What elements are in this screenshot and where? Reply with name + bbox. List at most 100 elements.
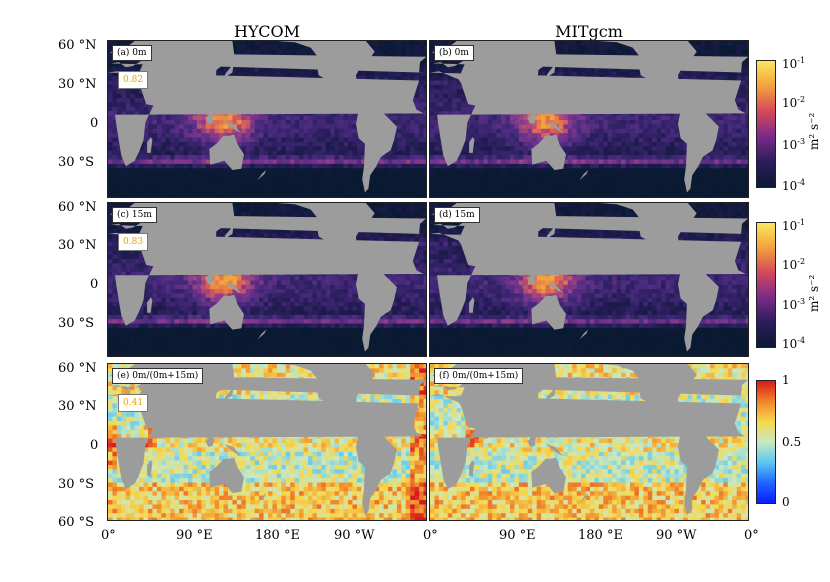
field-cell [727, 115, 733, 121]
field-cell [678, 181, 684, 187]
field-cell [268, 49, 274, 55]
field-cell [661, 163, 667, 169]
field-cell [321, 120, 327, 125]
field-cell [401, 177, 407, 183]
field-cell [461, 98, 467, 104]
field-cell [405, 49, 411, 55]
field-cell [661, 177, 667, 183]
field-cell [536, 172, 542, 178]
field-cell [727, 133, 733, 139]
field-cell [294, 177, 300, 183]
field-cell [343, 146, 349, 152]
field-cell [254, 71, 260, 77]
field-cell [254, 115, 260, 121]
field-cell [732, 41, 738, 46]
field-cell [281, 137, 287, 143]
field-cell [736, 45, 742, 51]
field-cell [661, 128, 667, 134]
field-cell [423, 194, 426, 197]
field-cell [674, 168, 680, 174]
field-cell [665, 150, 671, 156]
field-cell [294, 181, 300, 187]
field-cell [470, 181, 476, 187]
field-cell [339, 159, 345, 165]
field-cell [352, 190, 358, 196]
field-cell [161, 141, 167, 147]
field-cell [325, 177, 331, 183]
field-cell [554, 181, 560, 187]
field-cell [170, 141, 176, 147]
field-cell [219, 185, 225, 191]
field-cell [496, 163, 502, 169]
field-cell [736, 115, 742, 121]
field-cell [461, 150, 467, 156]
field-cell [343, 141, 349, 147]
field-cell [201, 185, 207, 191]
field-cell [434, 115, 440, 121]
field-cell [210, 168, 216, 174]
field-cell [607, 150, 613, 156]
field-cell [148, 163, 154, 169]
field-cell [670, 150, 676, 156]
field-cell [401, 137, 407, 143]
field-cell [259, 115, 265, 121]
field-cell [276, 124, 282, 130]
field-cell [383, 181, 389, 187]
field-cell [419, 190, 425, 196]
field-cell [174, 172, 180, 178]
field-cell [125, 106, 131, 112]
field-cell [383, 76, 389, 82]
field-cell [401, 146, 407, 152]
field-cell [396, 133, 402, 139]
field-cell [470, 133, 476, 139]
field-cell [325, 137, 331, 143]
field-cell [410, 172, 416, 178]
field-cell [638, 115, 644, 121]
field-cell [205, 163, 211, 169]
field-cell [374, 71, 380, 77]
field-cell [634, 137, 640, 143]
field-cell [214, 67, 220, 73]
field-cell [210, 190, 216, 196]
field-cell [696, 41, 702, 46]
field-cell [576, 124, 582, 130]
field-cell [585, 168, 591, 174]
field-cell [365, 194, 371, 197]
field-cell [563, 150, 569, 156]
field-cell [205, 133, 211, 139]
field-cell [268, 41, 274, 46]
field-cell [112, 71, 118, 77]
field-cell [452, 111, 458, 117]
field-cell [523, 150, 529, 156]
field-cell [250, 190, 256, 196]
field-cell [321, 190, 327, 196]
field-cell [594, 150, 600, 156]
field-cell [396, 194, 402, 197]
field-cell [741, 181, 747, 187]
field-cell [616, 128, 622, 134]
field-cell [652, 155, 658, 161]
field-cell [638, 120, 644, 125]
field-cell [563, 181, 569, 187]
field-cell [263, 141, 269, 147]
field-cell [334, 168, 340, 174]
field-cell [423, 150, 426, 156]
field-cell [383, 111, 389, 117]
field-cell [330, 159, 336, 165]
field-cell [419, 89, 425, 95]
field-cell [723, 128, 729, 134]
field-cell [361, 194, 367, 197]
field-cell [374, 163, 380, 169]
field-cell [736, 137, 742, 143]
field-cell [567, 155, 573, 161]
field-cell [165, 159, 171, 165]
field-cell [339, 185, 345, 191]
field-cell [478, 181, 484, 187]
field-cell [714, 137, 720, 143]
field-cell [241, 163, 247, 169]
field-cell [188, 133, 194, 139]
field-cell [438, 76, 444, 82]
field-cell [723, 120, 729, 125]
field-cell [461, 168, 467, 174]
field-cell [405, 141, 411, 147]
